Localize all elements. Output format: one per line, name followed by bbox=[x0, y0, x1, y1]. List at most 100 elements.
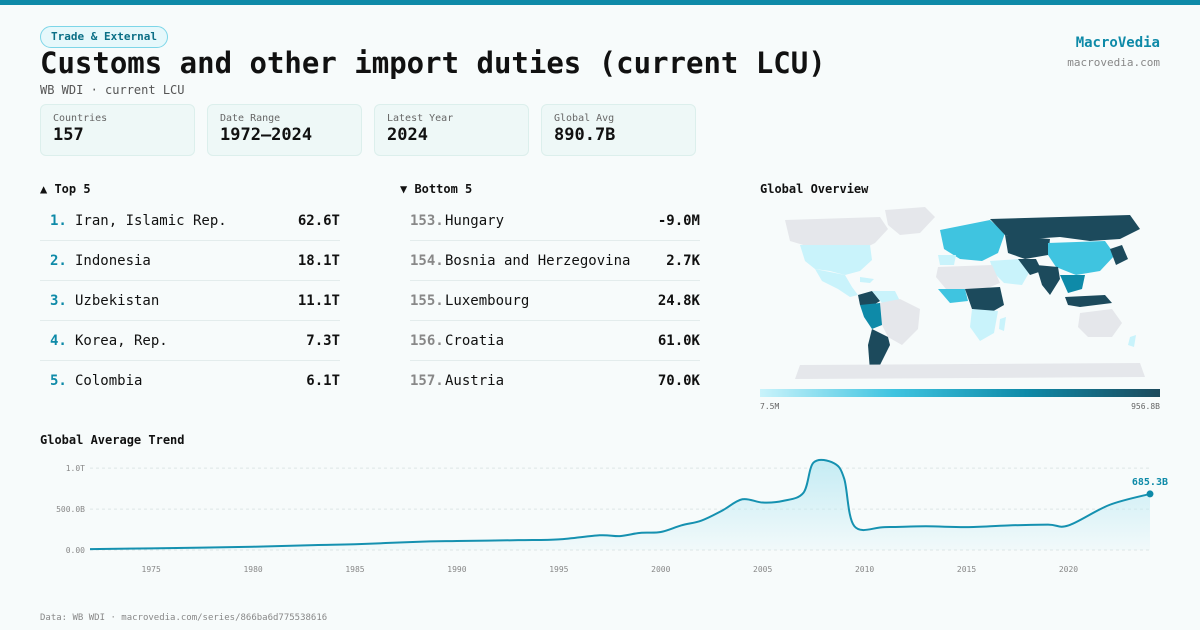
map-region-india bbox=[1036, 265, 1060, 295]
x-tick-label: 2015 bbox=[957, 565, 976, 574]
list-item[interactable]: 155. Luxembourg 24.8K bbox=[410, 281, 700, 321]
category-tag[interactable]: Trade & External bbox=[40, 26, 168, 48]
stat-card-latest-year: Latest Year 2024 bbox=[374, 104, 529, 156]
top5-heading: ▲ Top 5 bbox=[40, 182, 91, 196]
country-name: Luxembourg bbox=[445, 292, 530, 309]
stat-card-date-range: Date Range 1972–2024 bbox=[207, 104, 362, 156]
rank-number: 156. bbox=[410, 332, 444, 349]
x-tick-label: 2010 bbox=[855, 565, 874, 574]
y-tick-label: 500.0B bbox=[56, 505, 85, 514]
stat-value: 890.7B bbox=[554, 125, 616, 145]
rank-number: 157. bbox=[410, 373, 444, 389]
x-tick-label: 1990 bbox=[447, 565, 466, 574]
country-name: Austria bbox=[445, 373, 505, 389]
map-region-peru-bolivia bbox=[860, 303, 882, 329]
country-value: 70.0K bbox=[657, 373, 700, 389]
list-item[interactable]: 4. Korea, Rep. 7.3T bbox=[40, 321, 340, 361]
x-tick-label: 2005 bbox=[753, 565, 772, 574]
country-value: 62.6T bbox=[297, 212, 340, 229]
brand-name[interactable]: MacroVedia bbox=[1075, 35, 1160, 51]
rank-number: 4. bbox=[50, 332, 67, 349]
top5-list: 1. Iran, Islamic Rep. 62.6T 2. Indonesia… bbox=[40, 201, 340, 401]
page-title: Customs and other import duties (current… bbox=[40, 46, 826, 80]
rank-number: 2. bbox=[50, 252, 67, 269]
map-region-usa bbox=[800, 245, 872, 275]
footer-source: Data: WB WDI · macrovedia.com/series/866… bbox=[40, 613, 328, 623]
brand-url[interactable]: macrovedia.com bbox=[1067, 56, 1160, 69]
list-item[interactable]: 154. Bosnia and Herzegovina 2.7K bbox=[410, 241, 700, 281]
map-region-colombia bbox=[858, 291, 880, 307]
map-legend-bar bbox=[760, 389, 1160, 397]
map-region-australia bbox=[1078, 309, 1122, 337]
stat-card-countries: Countries 157 bbox=[40, 104, 195, 156]
map-region-greenland bbox=[885, 207, 935, 235]
map-region-west-africa bbox=[938, 289, 968, 303]
series-line bbox=[89, 458, 1151, 551]
rank-number: 1. bbox=[50, 212, 67, 229]
end-point bbox=[1146, 490, 1154, 498]
country-name: Indonesia bbox=[75, 252, 151, 269]
list-item[interactable]: 1. Iran, Islamic Rep. 62.6T bbox=[40, 201, 340, 241]
trend-heading: Global Average Trend bbox=[40, 433, 185, 447]
rank-number: 154. bbox=[410, 252, 444, 269]
list-item[interactable]: 153. Hungary -9.0M bbox=[410, 201, 700, 241]
bottom5-list: 153. Hungary -9.0M 154. Bosnia and Herze… bbox=[410, 201, 700, 401]
stat-value: 157 bbox=[53, 125, 84, 145]
list-item[interactable]: 156. Croatia 61.0K bbox=[410, 321, 700, 361]
map-region-canada bbox=[785, 217, 888, 253]
y-tick-label: 1.0T bbox=[66, 464, 85, 473]
map-region-europe bbox=[940, 220, 1005, 261]
country-name: Croatia bbox=[445, 332, 505, 349]
world-map-svg bbox=[785, 207, 1145, 379]
end-value-label: 685.3B bbox=[1132, 477, 1168, 488]
stat-label: Countries bbox=[53, 113, 108, 124]
y-tick-label: 0.00 bbox=[66, 546, 85, 555]
x-tick-label: 1980 bbox=[243, 565, 262, 574]
map-region-iran bbox=[1018, 259, 1042, 275]
world-map[interactable] bbox=[760, 205, 1160, 380]
stat-label: Latest Year bbox=[387, 113, 454, 124]
map-region-southern-africa bbox=[970, 309, 998, 341]
map-heading: Global Overview bbox=[760, 182, 869, 196]
map-region-russia bbox=[990, 215, 1140, 241]
list-item[interactable]: 5. Colombia 6.1T bbox=[40, 361, 340, 401]
stat-label: Date Range bbox=[220, 113, 281, 124]
stat-card-global-avg: Global Avg 890.7B bbox=[541, 104, 696, 156]
country-value: 61.0K bbox=[657, 332, 700, 349]
trend-chart-svg: 0.00 500.0B 1.0T 1975 1980 1985 1990 1995 2000 20… bbox=[56, 458, 1168, 574]
x-tick-label: 1975 bbox=[142, 565, 161, 574]
map-region-venezuela bbox=[872, 291, 900, 303]
map-region-middle-east bbox=[990, 259, 1030, 285]
map-region-caribbean bbox=[860, 277, 874, 283]
map-region-east-africa bbox=[965, 287, 1004, 313]
x-tick-label: 1995 bbox=[549, 565, 568, 574]
stats-row: Countries 157 Date Range 1972–2024 Lates… bbox=[40, 104, 696, 156]
legend-min-label: 7.5M bbox=[760, 402, 780, 411]
map-region-southeast-asia bbox=[1060, 275, 1085, 293]
rank-number: 5. bbox=[50, 373, 67, 389]
country-name: Uzbekistan bbox=[75, 292, 160, 309]
stat-value: 2024 bbox=[387, 125, 428, 145]
list-item[interactable]: 157. Austria 70.0K bbox=[410, 361, 700, 401]
list-item[interactable]: 3. Uzbekistan 11.1T bbox=[40, 281, 340, 321]
stat-label: Global Avg bbox=[554, 113, 615, 124]
country-name: Bosnia and Herzegovina bbox=[445, 252, 631, 269]
x-tick-label: 2000 bbox=[651, 565, 670, 574]
country-name: Iran, Islamic Rep. bbox=[75, 212, 227, 229]
country-value: 24.8K bbox=[657, 292, 700, 309]
rank-number: 155. bbox=[410, 292, 444, 309]
map-region-central-asia bbox=[1005, 235, 1050, 259]
map-region-madagascar bbox=[999, 317, 1006, 331]
x-tick-label: 1985 bbox=[345, 565, 364, 574]
list-item[interactable]: 2. Indonesia 18.1T bbox=[40, 241, 340, 281]
country-value: 11.1T bbox=[297, 292, 340, 309]
country-value: 6.1T bbox=[306, 373, 340, 389]
page-subtitle: WB WDI · current LCU bbox=[40, 83, 185, 97]
trend-chart[interactable]: 0.00 500.0B 1.0T 1975 1980 1985 1990 1995 2000 20… bbox=[40, 455, 1180, 585]
map-region-antarctica bbox=[795, 363, 1145, 379]
map-region-central-america bbox=[815, 269, 858, 297]
country-value: -9.0M bbox=[657, 212, 700, 229]
country-value: 7.3T bbox=[306, 332, 340, 349]
map-region-iberia bbox=[938, 255, 956, 265]
map-region-indonesia bbox=[1065, 295, 1112, 307]
